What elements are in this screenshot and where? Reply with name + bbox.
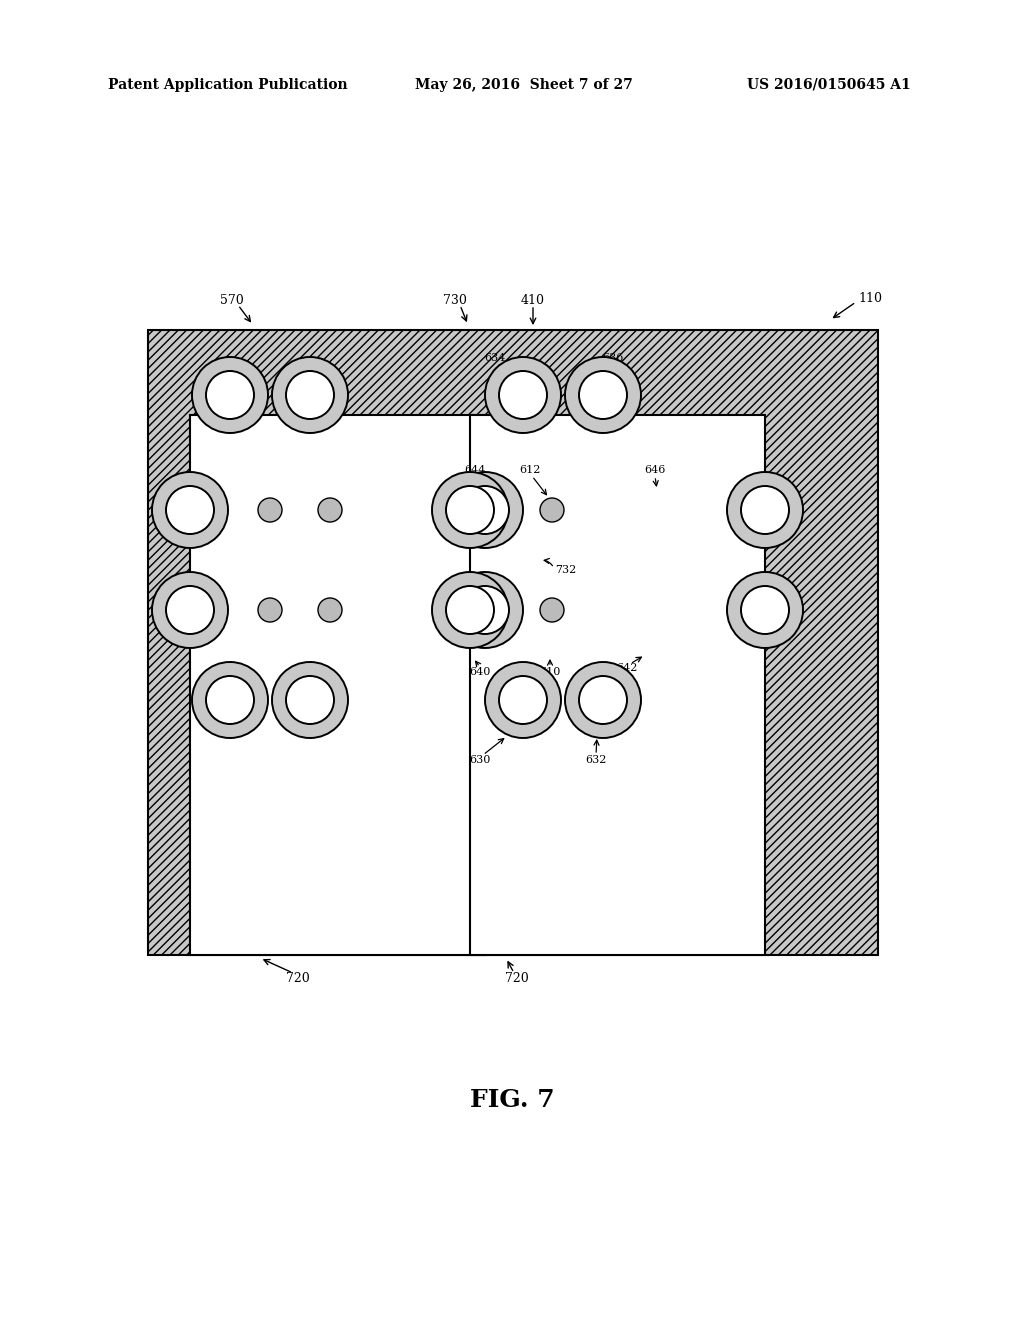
Circle shape xyxy=(741,586,790,634)
Bar xyxy=(148,330,878,954)
Circle shape xyxy=(272,663,348,738)
Text: 730: 730 xyxy=(443,293,467,306)
Circle shape xyxy=(193,663,268,738)
Circle shape xyxy=(579,676,627,723)
Circle shape xyxy=(432,473,508,548)
Text: Patent Application Publication: Patent Application Publication xyxy=(108,78,347,92)
Circle shape xyxy=(499,371,547,418)
Text: 642: 642 xyxy=(616,663,638,673)
Circle shape xyxy=(565,663,641,738)
Text: 636: 636 xyxy=(602,352,624,363)
Circle shape xyxy=(447,572,523,648)
Text: 630: 630 xyxy=(469,755,490,766)
Text: 570: 570 xyxy=(220,293,244,306)
Circle shape xyxy=(152,473,228,548)
Circle shape xyxy=(206,676,254,723)
Text: 632: 632 xyxy=(586,755,606,766)
Circle shape xyxy=(258,498,282,521)
Circle shape xyxy=(741,486,790,535)
Circle shape xyxy=(272,356,348,433)
Circle shape xyxy=(540,498,564,521)
Text: 634: 634 xyxy=(484,352,506,363)
Text: May 26, 2016  Sheet 7 of 27: May 26, 2016 Sheet 7 of 27 xyxy=(415,78,633,92)
Circle shape xyxy=(579,371,627,418)
Circle shape xyxy=(286,371,334,418)
Text: 720: 720 xyxy=(286,972,310,985)
Text: 732: 732 xyxy=(555,565,577,576)
Circle shape xyxy=(485,663,561,738)
Text: 610: 610 xyxy=(540,667,561,677)
Bar xyxy=(470,414,765,954)
Text: FIG. 7: FIG. 7 xyxy=(470,1088,554,1111)
Text: 646: 646 xyxy=(644,465,666,475)
Circle shape xyxy=(727,572,803,648)
Circle shape xyxy=(540,598,564,622)
Circle shape xyxy=(727,473,803,548)
Text: 410: 410 xyxy=(521,293,545,306)
Circle shape xyxy=(286,676,334,723)
Text: 110: 110 xyxy=(858,292,882,305)
Circle shape xyxy=(152,572,228,648)
Circle shape xyxy=(461,486,509,535)
Circle shape xyxy=(446,486,494,535)
Circle shape xyxy=(193,356,268,433)
Circle shape xyxy=(318,598,342,622)
Text: 640: 640 xyxy=(469,667,490,677)
Text: US 2016/0150645 A1: US 2016/0150645 A1 xyxy=(746,78,910,92)
Circle shape xyxy=(166,586,214,634)
Circle shape xyxy=(446,586,494,634)
Circle shape xyxy=(318,498,342,521)
Text: 612: 612 xyxy=(519,465,541,475)
Circle shape xyxy=(206,371,254,418)
Circle shape xyxy=(432,572,508,648)
Circle shape xyxy=(258,598,282,622)
Text: 644: 644 xyxy=(464,465,485,475)
Text: 720: 720 xyxy=(505,972,528,985)
Circle shape xyxy=(499,676,547,723)
Circle shape xyxy=(461,586,509,634)
Circle shape xyxy=(485,356,561,433)
Circle shape xyxy=(166,486,214,535)
Bar xyxy=(190,414,485,954)
Circle shape xyxy=(565,356,641,433)
Circle shape xyxy=(447,473,523,548)
